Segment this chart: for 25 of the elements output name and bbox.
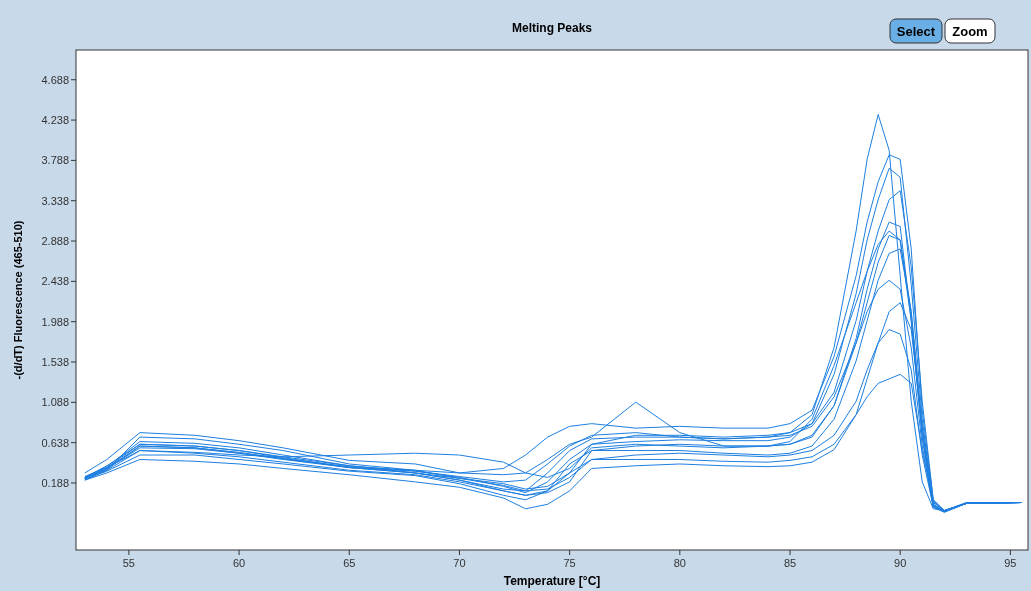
y-axis-title: -(d/dT) Fluorescence (465-510)	[12, 220, 24, 380]
x-tick-label: 75	[563, 557, 576, 569]
select-button: Select	[889, 18, 943, 44]
y-tick-label: 4.238	[41, 114, 69, 127]
y-tick-label: 1.088	[41, 396, 69, 409]
x-tick-label: 90	[894, 557, 907, 569]
x-tick-label: 55	[122, 557, 136, 569]
chart-title: Melting Peaks	[511, 21, 593, 35]
y-tick-label: 2.438	[41, 275, 69, 288]
y-tick-label: 3.338	[41, 194, 69, 207]
x-tick-label: 65	[343, 557, 356, 569]
x-tick-label: 85	[783, 557, 797, 569]
y-tick-label: 0.188	[41, 476, 69, 489]
x-tick-label: 70	[453, 557, 466, 569]
y-tick-label: 4.688	[41, 73, 69, 86]
y-tick-label: 3.788	[41, 154, 69, 167]
y-tick-label: 1.988	[41, 315, 69, 328]
x-tick-label: 60	[232, 557, 246, 569]
x-tick-label: 95	[1004, 557, 1017, 569]
y-tick-label: 0.638	[41, 436, 69, 449]
y-tick-label: 1.538	[41, 356, 69, 369]
x-axis-title: Temperature [°C]	[503, 574, 601, 588]
y-tick-label: 2.888	[41, 235, 69, 248]
zoom-button: Zoom	[944, 18, 996, 44]
x-tick-label: 80	[673, 557, 686, 569]
